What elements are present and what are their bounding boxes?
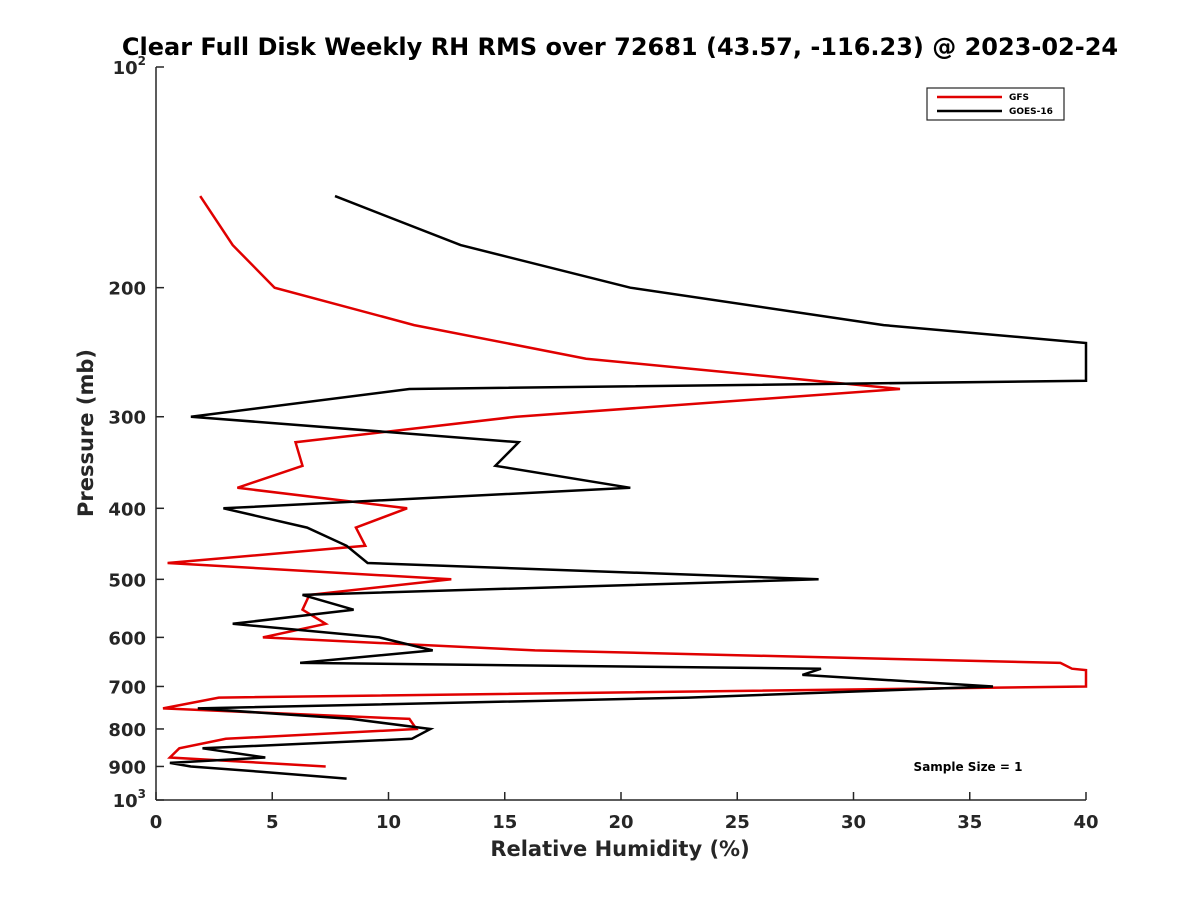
y-tick-label: 102 [113, 54, 146, 79]
y-tick-label: 500 [108, 570, 146, 591]
y-tick-label-base: 500 [108, 570, 146, 591]
y-tick-label: 400 [108, 499, 146, 520]
y-tick-label: 900 [108, 757, 146, 778]
y-tick-label: 103 [113, 787, 146, 812]
y-tick-label-base: 400 [108, 499, 146, 520]
chart-title: Clear Full Disk Weekly RH RMS over 72681… [122, 33, 1118, 61]
x-tick-label: 5 [266, 812, 279, 833]
x-tick-label: 40 [1073, 812, 1098, 833]
x-tick-label: 10 [376, 812, 401, 833]
legend-label: GFS [1009, 93, 1029, 103]
y-tick-label-base: 10 [113, 58, 138, 79]
series-line-gfs [162, 195, 1088, 768]
y-tick-label: 600 [108, 628, 146, 649]
y-axis-label: Pressure (mb) [74, 349, 98, 517]
y-tick-label-exponent: 2 [138, 54, 146, 68]
sample-size-annotation: Sample Size = 1 [914, 760, 1023, 774]
y-tick-label-base: 600 [108, 628, 146, 649]
y-tick-label-base: 10 [113, 791, 138, 812]
y-tick-label: 300 [108, 408, 146, 429]
y-tick-label-base: 300 [108, 408, 146, 429]
x-tick-label: 30 [841, 812, 866, 833]
y-tick-label-exponent: 3 [138, 787, 146, 801]
x-tick-label: 35 [957, 812, 982, 833]
y-tick-label-base: 800 [108, 720, 146, 741]
y-tick-label: 700 [108, 677, 146, 698]
legend-label: GOES-16 [1009, 107, 1053, 117]
y-tick-label: 200 [108, 279, 146, 300]
x-axis-label: Relative Humidity (%) [490, 837, 749, 861]
x-tick-label: 25 [725, 812, 750, 833]
y-tick-label-base: 200 [108, 279, 146, 300]
legend-box [926, 87, 1065, 121]
x-tick-label: 0 [150, 812, 163, 833]
x-tick-label: 15 [492, 812, 517, 833]
y-tick-label-base: 700 [108, 677, 146, 698]
y-tick-label-base: 900 [108, 757, 146, 778]
x-tick-label: 20 [608, 812, 633, 833]
y-tick-label: 800 [108, 720, 146, 741]
plot-area: 0 5 10 15 20 25 30 35 40102200300400500600700800… [108, 54, 1098, 833]
series-line-goes-16 [169, 194, 1088, 780]
